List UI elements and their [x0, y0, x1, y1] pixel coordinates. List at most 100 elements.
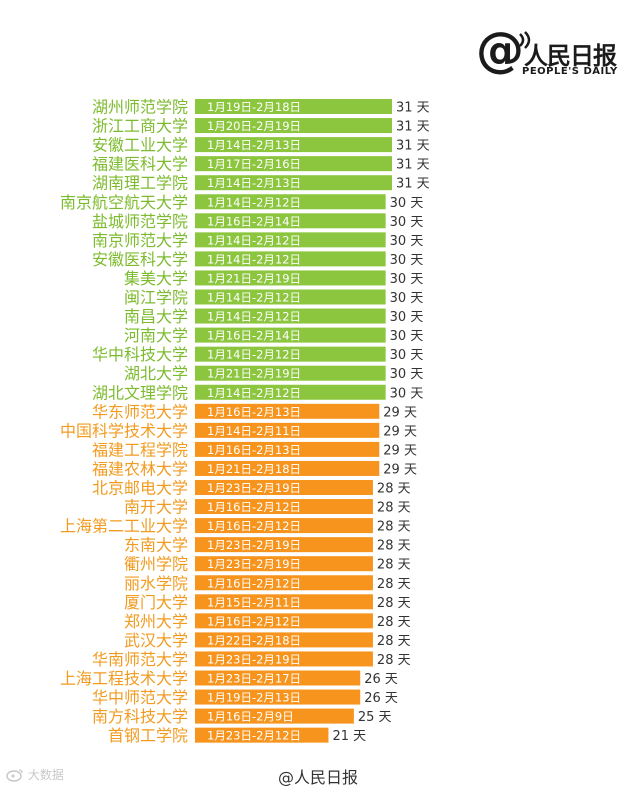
value-label: 31 天 — [396, 101, 430, 116]
bar — [195, 118, 392, 134]
bar — [195, 480, 373, 495]
bar — [195, 727, 329, 743]
value-label: 29 天 — [383, 424, 417, 439]
peoples-daily-logo: @ 人民日报 PEOPLE'S DAILY — [476, 26, 626, 82]
bar — [195, 232, 386, 248]
bar — [195, 137, 392, 153]
category-label: 集美大学 — [124, 269, 188, 288]
signal-waves-icon — [519, 31, 531, 49]
bar-date-range: 1月16日-2月12日 — [207, 519, 301, 533]
value-label: 31 天 — [396, 158, 430, 173]
category-label: 福建医科大学 — [92, 155, 188, 174]
category-label: 衢州学院 — [124, 555, 188, 574]
value-label: 29 天 — [383, 405, 417, 420]
bar — [195, 403, 380, 419]
category-label: 中国科学技术大学 — [60, 421, 188, 440]
bar — [195, 289, 386, 305]
bar-date-range: 1月21日-2月19日 — [207, 271, 301, 285]
bar-date-range: 1月16日-2月13日 — [207, 405, 301, 419]
value-label: 28 天 — [377, 539, 411, 554]
weibo-watermark: 大数据 — [6, 766, 64, 786]
logo-cn-text: 人民日报 — [524, 42, 617, 70]
bar — [195, 384, 386, 400]
bar-date-range: 1月14日-2月12日 — [207, 291, 301, 305]
logo-at-symbol: @ — [476, 22, 524, 78]
value-label: 28 天 — [377, 577, 411, 592]
category-label: 南京师范大学 — [92, 231, 188, 250]
value-label: 29 天 — [383, 462, 417, 477]
category-label: 南昌大学 — [124, 307, 188, 326]
category-label: 福建工程学院 — [92, 440, 188, 459]
value-label: 31 天 — [396, 177, 430, 192]
bar — [195, 422, 380, 438]
value-label: 28 天 — [377, 634, 411, 649]
value-label: 30 天 — [390, 234, 424, 249]
bar — [195, 499, 373, 515]
bar — [195, 689, 361, 705]
bar — [195, 365, 386, 381]
bar-date-range: 1月22日-2月18日 — [207, 633, 301, 647]
category-label: 华中科技大学 — [92, 345, 188, 364]
value-label: 25 天 — [358, 710, 392, 725]
value-label: 26 天 — [364, 691, 398, 706]
category-label: 湖北大学 — [124, 364, 188, 383]
bar — [195, 213, 386, 229]
bar-date-range: 1月23日-2月17日 — [207, 672, 301, 686]
bar — [195, 670, 361, 686]
bar-date-range: 1月19日-2月13日 — [207, 691, 301, 705]
bar-date-range: 1月23日-2月19日 — [207, 557, 301, 571]
category-label: 闽江学院 — [124, 288, 188, 307]
bar — [195, 194, 386, 210]
value-label: 30 天 — [390, 272, 424, 287]
weibo-icon — [6, 768, 23, 782]
bar — [195, 575, 373, 591]
category-label: 华南师范大学 — [92, 650, 188, 669]
category-label: 武汉大学 — [124, 631, 188, 650]
bar-date-range: 1月20日-2月19日 — [207, 119, 301, 133]
value-label: 28 天 — [377, 596, 411, 611]
bar-date-range: 1月19日-2月18日 — [207, 100, 301, 114]
bar-date-range: 1月14日-2月12日 — [207, 252, 301, 266]
watermark-brand: 大数据 — [27, 768, 64, 782]
bar — [195, 537, 373, 553]
bar-date-range: 1月23日-2月19日 — [207, 538, 301, 552]
category-label: 华中师范大学 — [92, 688, 188, 707]
bar-date-range: 1月16日-2月12日 — [207, 500, 301, 514]
bar — [195, 613, 373, 629]
bar-date-range: 1月14日-2月12日 — [207, 386, 301, 400]
bar — [195, 156, 392, 172]
category-label: 丽水学院 — [124, 574, 188, 593]
value-label: 21 天 — [332, 729, 366, 744]
bar — [195, 632, 373, 648]
bar-date-range: 1月14日-2月12日 — [207, 348, 301, 362]
bar — [195, 99, 392, 114]
value-label: 28 天 — [377, 653, 411, 668]
bar — [195, 308, 386, 324]
category-label: 厦门大学 — [124, 593, 188, 612]
bar-date-range: 1月14日-2月13日 — [207, 176, 301, 190]
bar-date-range: 1月23日-2月19日 — [207, 652, 301, 666]
value-label: 30 天 — [390, 291, 424, 306]
bar-date-range: 1月16日-2月13日 — [207, 443, 301, 457]
bar — [195, 556, 373, 572]
bar-date-range: 1月14日-2月13日 — [207, 138, 301, 152]
value-label: 30 天 — [390, 386, 424, 401]
value-label: 31 天 — [396, 120, 430, 135]
bar — [195, 518, 373, 534]
value-label: 30 天 — [390, 310, 424, 325]
category-label: 盐城师范学院 — [92, 212, 188, 231]
category-label: 湖南理工学院 — [92, 174, 188, 193]
bar — [195, 594, 373, 610]
category-label: 首钢工学院 — [108, 726, 188, 745]
bar-date-range: 1月23日-2月12日 — [207, 729, 301, 743]
value-label: 26 天 — [364, 672, 398, 687]
value-label: 31 天 — [396, 139, 430, 154]
category-label: 福建农林大学 — [92, 459, 188, 478]
logo-en-text: PEOPLE'S DAILY — [522, 66, 618, 77]
bar — [195, 708, 354, 724]
bar — [195, 270, 386, 286]
category-label: 南方科技大学 — [92, 707, 188, 726]
bar-date-range: 1月21日-2月18日 — [207, 462, 301, 476]
value-label: 28 天 — [377, 520, 411, 535]
